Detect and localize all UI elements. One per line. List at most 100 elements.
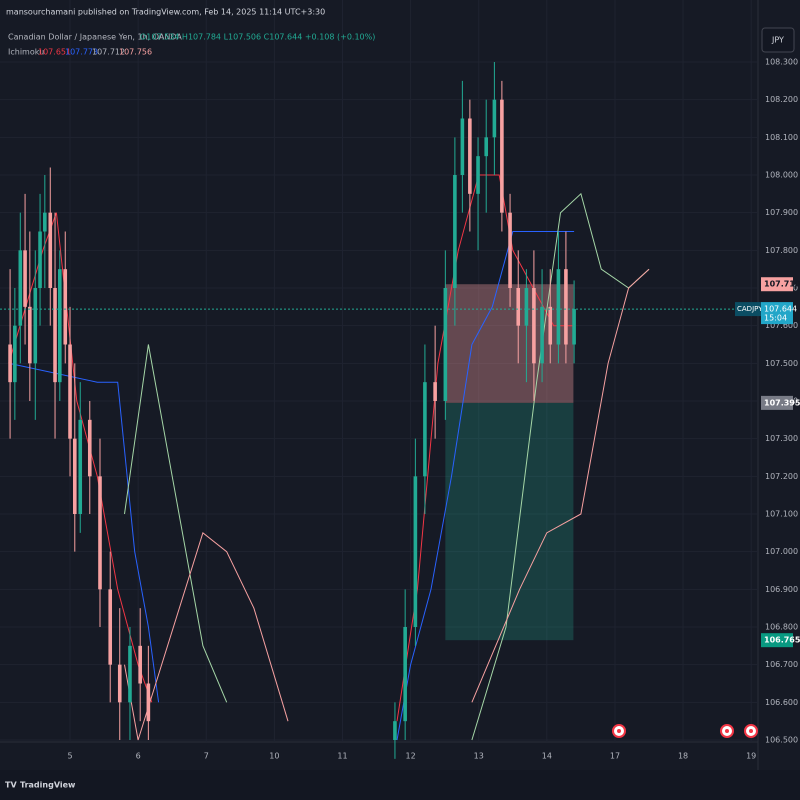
- currency-label[interactable]: JPY: [771, 36, 784, 45]
- candle-body: [18, 250, 23, 326]
- header: mansourchamani published on TradingView.…: [6, 8, 325, 17]
- brand: TradingView: [20, 781, 76, 790]
- candle-body: [146, 683, 151, 722]
- y-tick-label: 106.600: [765, 698, 798, 707]
- candle-body: [43, 212, 47, 232]
- symbol-badge: CADJPY: [737, 305, 763, 313]
- candle-body: [393, 721, 397, 740]
- entry-badge-label: 107.395: [764, 398, 800, 407]
- last-price-label: 107.644: [764, 305, 797, 314]
- candle-body: [532, 288, 536, 364]
- y-tick-label: 107.600: [765, 321, 798, 330]
- candle-body: [63, 269, 68, 345]
- x-tick-label: 12: [406, 752, 416, 761]
- entry-badge: [761, 395, 793, 410]
- candle-body: [516, 288, 521, 326]
- x-tick-label: 17: [610, 752, 620, 761]
- candle-body: [87, 419, 92, 477]
- candle-body: [78, 419, 83, 514]
- y-tick-label: 107.100: [765, 510, 798, 519]
- candle-body: [48, 212, 53, 288]
- currency-button[interactable]: [761, 27, 795, 53]
- indicator-value: 107.712: [92, 48, 125, 57]
- y-tick-label: 108.000: [765, 171, 798, 180]
- symbol-badge-bg: [735, 302, 761, 317]
- candle-body: [53, 288, 57, 383]
- candle-body: [484, 137, 489, 157]
- y-tick-label: 108.300: [765, 58, 798, 67]
- stop-badge-label: 107.710: [764, 280, 800, 289]
- candle-body: [423, 382, 427, 477]
- y-tick-label: 107.500: [765, 359, 798, 368]
- candle-body: [33, 288, 38, 364]
- candle-body: [476, 156, 480, 194]
- candle-body: [540, 306, 544, 364]
- candle-body: [23, 250, 27, 307]
- y-tick-label: 108.100: [765, 133, 798, 142]
- x-tick-label: 19: [746, 752, 756, 761]
- candle-body: [138, 645, 142, 684]
- x-tick-label: 11: [337, 752, 347, 761]
- y-tick-label: 107.200: [765, 472, 798, 481]
- candle-body: [548, 306, 553, 345]
- y-tick-label: 108.200: [765, 95, 798, 104]
- brand-logo: TV: [5, 781, 17, 790]
- candle-body: [72, 438, 77, 514]
- x-tick-label: 14: [542, 752, 552, 761]
- countdown: 15:04: [764, 314, 787, 323]
- candle-body: [38, 231, 42, 288]
- candle-body: [403, 627, 407, 722]
- indicator-value: 107.651: [38, 48, 71, 57]
- y-tick-label: 106.700: [765, 660, 798, 669]
- candle-body: [68, 344, 72, 439]
- x-tick-label: 5: [67, 752, 72, 761]
- target-badge-label: 106.765: [764, 636, 800, 645]
- ichimoku-line: [8, 231, 575, 741]
- x-tick-label: 7: [204, 752, 209, 761]
- candle-body: [508, 212, 512, 288]
- candle-body: [556, 269, 561, 345]
- y-tick-label: 107.000: [765, 547, 798, 556]
- candle-body: [433, 382, 437, 401]
- y-tick-label: 106.800: [765, 623, 798, 632]
- x-tick-label: 18: [678, 752, 688, 761]
- candle-body: [58, 269, 62, 383]
- candle-body: [443, 288, 448, 401]
- x-tick-label: 13: [474, 752, 484, 761]
- indicator-name: Ichimoku: [8, 48, 44, 57]
- x-tick-label: 10: [269, 752, 279, 761]
- target-badge: [761, 633, 793, 648]
- x-tick-label: 6: [136, 752, 141, 761]
- candle-body: [492, 99, 497, 138]
- y-tick-label: 106.500: [765, 736, 798, 745]
- ichimoku-line: [124, 268, 650, 741]
- candle-body: [128, 645, 132, 703]
- indicator-value: 107.773: [65, 48, 98, 57]
- event-markers: [612, 724, 758, 738]
- candle-body: [524, 288, 529, 326]
- candle-body: [564, 269, 568, 345]
- y-tick-label: 107.900: [765, 208, 798, 217]
- candle-body: [8, 344, 12, 383]
- y-tick-label: 106.900: [765, 585, 798, 594]
- candle-body: [572, 309, 576, 345]
- candle-body: [13, 325, 17, 383]
- y-tick-label: 107.300: [765, 434, 798, 443]
- stop-badge: [761, 277, 793, 292]
- candle-body: [108, 589, 113, 665]
- last-price-badge: [761, 302, 793, 325]
- target-zone: [445, 402, 574, 641]
- ichimoku-line: [124, 192, 650, 741]
- candle-body: [468, 118, 472, 194]
- symbol-title: Canadian Dollar / Japanese Yen, 1h, OAND…: [8, 33, 182, 42]
- candle-body: [460, 118, 465, 175]
- plot: [0, 0, 759, 770]
- candle-body: [117, 664, 122, 703]
- candle-body: [28, 306, 32, 364]
- footer: [0, 770, 800, 800]
- candle-body: [500, 99, 504, 213]
- candle-body: [453, 175, 457, 288]
- candle-body: [98, 476, 102, 590]
